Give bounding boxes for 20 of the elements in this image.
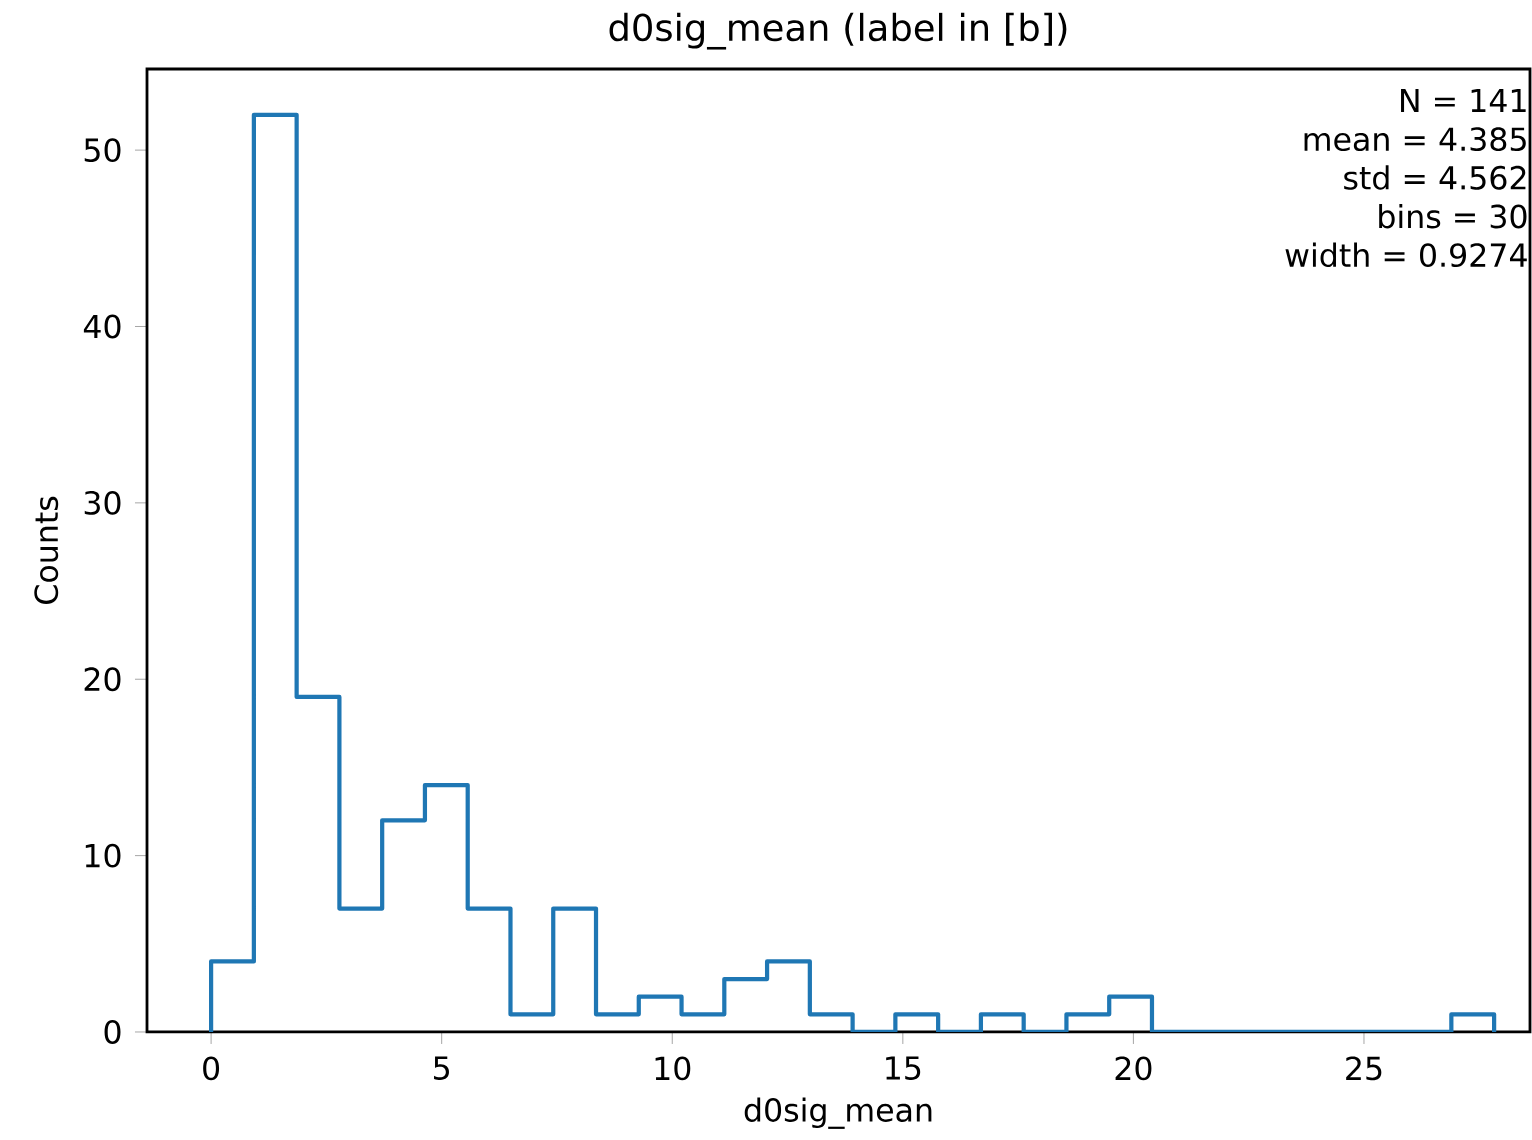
y-tick-label: 20	[84, 667, 121, 692]
annotation: bins = 30	[1379, 203, 1527, 229]
x-tick-label: 0	[203, 1056, 220, 1081]
y-tick-label: 40	[83, 314, 121, 339]
y-tick-label: 50	[84, 138, 121, 163]
x-tick-label: 20	[1115, 1056, 1152, 1081]
y-axis-title: Counts	[34, 496, 59, 604]
y-tick-label: 10	[85, 843, 121, 868]
y-tick-label: 30	[84, 490, 121, 515]
y-tick-label: 0	[104, 1020, 121, 1044]
x-axis-title: d0sig_mean	[744, 1097, 932, 1129]
annotation: std = 4.562	[1344, 165, 1526, 190]
x-tick-label: 10	[655, 1056, 691, 1081]
x-tick-label: 25	[1346, 1056, 1382, 1081]
annotation: N = 141	[1401, 88, 1526, 113]
x-tick-label: 15	[886, 1056, 921, 1080]
annotation: width = 0.9274	[1285, 242, 1527, 268]
chart-title: d0sig_mean (label in [b])	[609, 12, 1067, 50]
x-tick-label: 5	[434, 1056, 449, 1080]
annotation: mean = 4.385	[1304, 127, 1526, 152]
